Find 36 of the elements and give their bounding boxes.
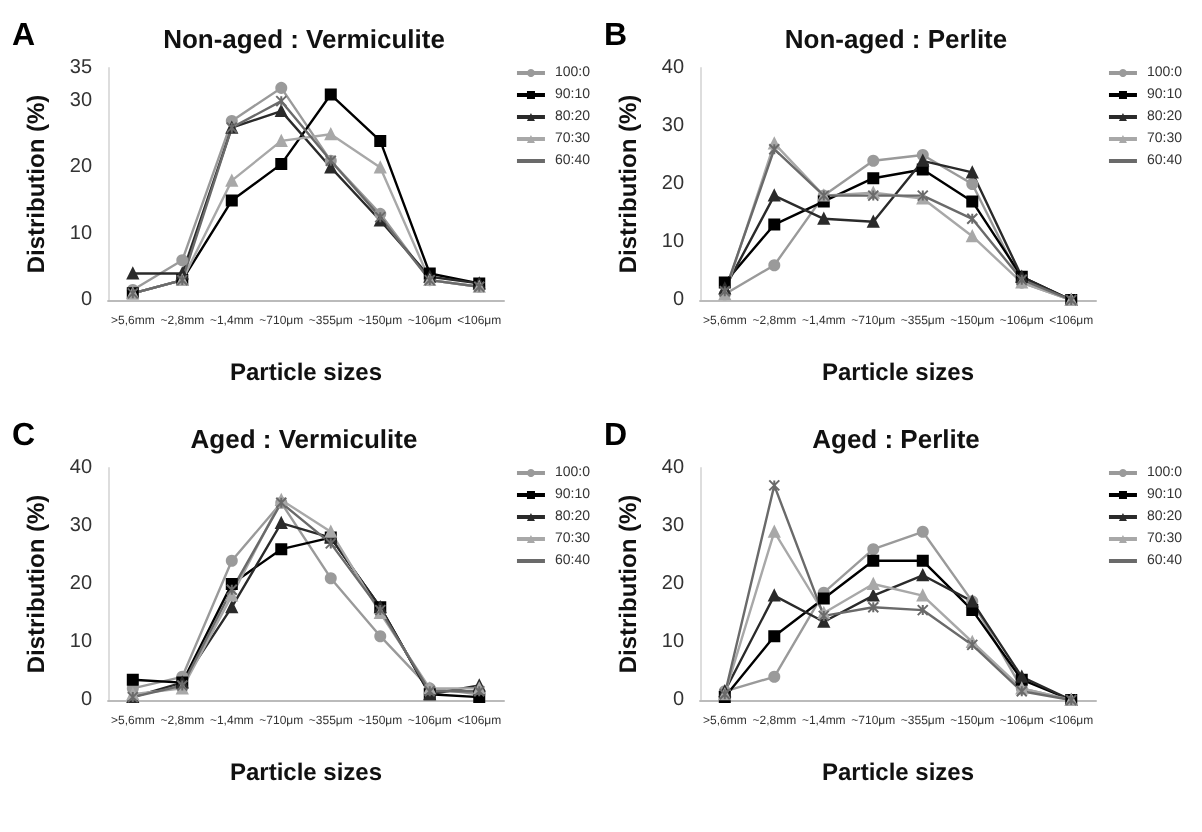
- text: C: [12, 419, 36, 453]
- y-tick-label: 20: [69, 156, 93, 179]
- chart-title: Aged : Perlite: [812, 424, 980, 454]
- x-axis-title: Particle sizes: [229, 358, 383, 386]
- y-axis-title: Distribution (%): [614, 94, 642, 274]
- y-tick-label: 30: [69, 90, 93, 113]
- y-tick-label: 35: [69, 57, 93, 79]
- y-tick-label: 10: [661, 231, 685, 253]
- y-axis-title: Distribution (%): [22, 494, 50, 674]
- text: B: [604, 19, 628, 53]
- x-axis-title: Particle sizes: [229, 758, 383, 786]
- y-tick-label: 0: [80, 289, 93, 311]
- y-tick-label: 0: [672, 289, 685, 311]
- text: D: [604, 419, 628, 453]
- y-axis-title: Distribution (%): [22, 94, 50, 274]
- y-tick-label: 40: [661, 457, 685, 479]
- y-tick-label: 10: [69, 222, 93, 245]
- y-tick-label: 20: [661, 173, 685, 195]
- x-axis-title: Particle sizes: [821, 758, 975, 786]
- y-tick-label: 30: [661, 515, 685, 537]
- y-axis-title: Distribution (%): [614, 494, 642, 674]
- chart-title: Aged : Vermiculite: [190, 424, 418, 454]
- y-tick-label: 20: [69, 573, 93, 595]
- y-tick-label: 40: [661, 57, 685, 79]
- y-tick-label: 30: [661, 115, 685, 137]
- y-tick-label: 10: [69, 631, 93, 653]
- text: A: [12, 19, 36, 53]
- y-tick-label: 0: [80, 689, 93, 711]
- y-tick-label: 40: [69, 457, 93, 479]
- y-tick-label: 0: [672, 689, 685, 711]
- x-axis-title: Particle sizes: [821, 358, 975, 386]
- y-tick-label: 30: [69, 515, 93, 537]
- y-tick-label: 20: [661, 573, 685, 595]
- y-tick-label: 10: [661, 631, 685, 653]
- chart-title: Non-aged : Vermiculite: [163, 24, 445, 54]
- chart-title: Non-aged : Perlite: [784, 24, 1008, 54]
